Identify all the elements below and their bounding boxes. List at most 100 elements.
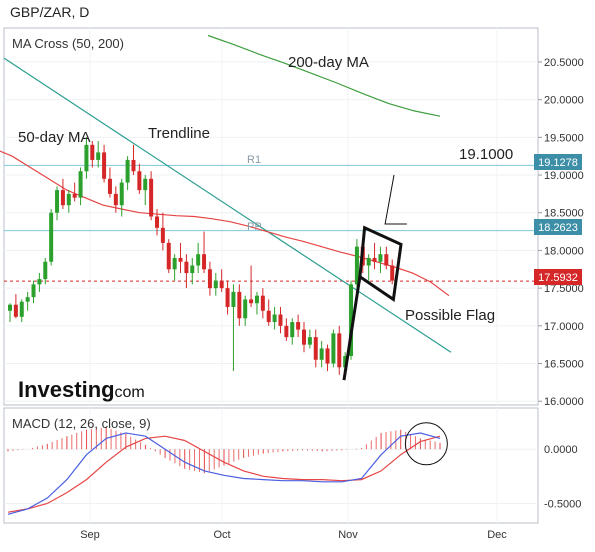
candle-up <box>119 182 124 206</box>
macd-tick-label: -0.5000 <box>544 498 581 510</box>
candle-down <box>266 310 271 323</box>
candle-down <box>155 216 159 228</box>
candle-up <box>8 304 12 311</box>
candle-down <box>113 193 118 206</box>
macd-signal-line <box>7 435 441 513</box>
candle-down <box>296 322 301 330</box>
candle-up <box>31 284 36 298</box>
candle-up <box>254 295 259 304</box>
macd-cross-circle <box>404 422 448 466</box>
candle-up <box>84 144 89 172</box>
candle-down <box>225 288 230 307</box>
candle-down <box>372 257 377 262</box>
candle-down <box>72 193 77 198</box>
candle-down <box>137 171 142 191</box>
time-tick-label: Dec <box>487 529 507 541</box>
candle-up <box>190 265 195 274</box>
candle-down <box>166 242 171 270</box>
candle-down <box>219 280 224 289</box>
flag-outline <box>358 225 403 302</box>
price-tick-label: 20.5000 <box>544 57 584 69</box>
pp-price-value: 18.2623 <box>538 222 578 234</box>
candle-up <box>125 159 130 183</box>
price-tick-label: 18.0000 <box>544 245 584 257</box>
price-tick-label: 19.5000 <box>544 132 584 144</box>
r1-label: R1 <box>247 154 261 166</box>
candle-up <box>96 152 101 160</box>
price-tick-label: 17.5000 <box>544 283 584 295</box>
candle-down <box>302 329 306 345</box>
candle-down <box>337 333 342 368</box>
candle-down <box>102 152 107 179</box>
candle-down <box>13 304 18 317</box>
candle-up <box>55 190 60 213</box>
r1-price-value: 19.1278 <box>538 157 578 169</box>
target-callout-line <box>384 174 407 225</box>
candle-up <box>272 314 277 323</box>
price-tick-label: 18.5000 <box>544 208 584 220</box>
trendline <box>3 57 452 353</box>
candle-up <box>307 337 312 345</box>
brand-domain: .com <box>110 384 145 401</box>
candle-down <box>390 265 395 281</box>
flagpole <box>342 276 362 381</box>
candle-up <box>349 284 354 356</box>
target-annotation: 19.1000 <box>459 146 513 163</box>
candle-down <box>260 295 265 311</box>
time-tick-label: Sep <box>80 529 100 541</box>
ma-cross-label: MA Cross (50, 200) <box>12 36 124 51</box>
candle-down <box>60 190 65 206</box>
current-price-value: 17.5932 <box>538 272 578 284</box>
candle-up <box>331 333 336 364</box>
flag-annotation: Possible Flag <box>405 307 495 324</box>
pp-price-tag: 18.2623 <box>534 219 582 235</box>
candle-down <box>278 314 283 326</box>
candle-up <box>290 322 295 338</box>
pp-label: PP <box>247 221 262 233</box>
candle-down <box>313 337 318 360</box>
candle-down <box>384 254 389 266</box>
candle-down <box>207 269 212 289</box>
candle-down <box>131 159 136 172</box>
macd-panel <box>7 427 441 515</box>
candle-down <box>284 325 289 338</box>
candle-down <box>90 144 95 160</box>
candle-up <box>78 171 83 198</box>
trendline-annotation: Trendline <box>148 125 210 142</box>
candle-up <box>366 257 371 266</box>
candle-up <box>172 257 177 270</box>
time-tick-label: Nov <box>338 529 358 541</box>
macd-tick-label: 0.0000 <box>544 444 578 456</box>
time-tick-label: Oct <box>213 529 230 541</box>
price-tick-label: 17.0000 <box>544 321 584 333</box>
candle-up <box>319 348 324 360</box>
price-tick-label: 20.0000 <box>544 95 584 107</box>
candle-up <box>213 280 218 289</box>
candle-up <box>37 279 42 285</box>
price-tick-label: 16.5000 <box>544 359 584 371</box>
candle-up <box>343 355 348 368</box>
candle-down <box>160 227 165 243</box>
candle-down <box>249 299 254 304</box>
candle-up <box>143 178 148 191</box>
candle-down <box>237 291 242 319</box>
r1-price-tag: 19.1278 <box>534 154 582 170</box>
current-price-tag: 17.5932 <box>534 269 582 285</box>
ma200-line <box>207 34 441 117</box>
candle-up <box>196 254 201 266</box>
candle-up <box>66 193 71 206</box>
annotations <box>342 174 448 466</box>
candle-down <box>149 178 154 217</box>
candle-down <box>325 348 330 364</box>
candle-down <box>178 257 183 262</box>
candle-up <box>25 297 30 302</box>
price-panel-frame <box>3 27 539 406</box>
candle-up <box>43 261 48 280</box>
chart-title: GBP/ZAR, D <box>10 4 89 20</box>
brand-logo: Investing <box>18 377 115 402</box>
candle-down <box>184 261 189 274</box>
candle-up <box>378 254 383 262</box>
